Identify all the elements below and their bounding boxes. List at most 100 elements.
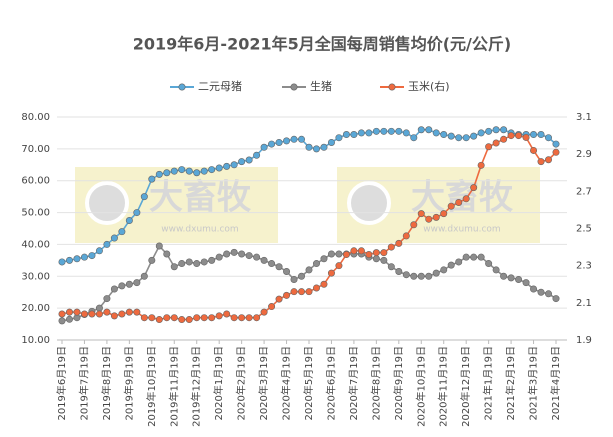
point (170, 167, 178, 175)
point (425, 215, 433, 223)
x-tick-label: 2020年7月19日 (347, 346, 360, 421)
point (223, 162, 231, 170)
point (95, 247, 103, 255)
point (552, 295, 560, 303)
y-tick-label: 40.00 (21, 239, 50, 250)
point (402, 129, 410, 137)
point (515, 275, 523, 283)
point (193, 169, 201, 177)
point (312, 260, 320, 268)
point (447, 202, 455, 210)
point (275, 263, 283, 271)
point (477, 253, 485, 261)
point (305, 266, 313, 274)
point (387, 127, 395, 135)
point (133, 279, 141, 287)
point (125, 217, 133, 225)
point (470, 253, 478, 261)
legend-marker (290, 83, 298, 91)
point (110, 234, 118, 242)
point (163, 250, 171, 258)
point (215, 253, 223, 261)
point (238, 158, 246, 166)
point (110, 285, 118, 293)
point (305, 143, 313, 151)
point (65, 308, 73, 316)
point (485, 127, 493, 135)
point (410, 134, 418, 142)
point (230, 314, 238, 322)
point (447, 132, 455, 140)
point (275, 295, 283, 303)
point (260, 308, 268, 316)
point (58, 258, 66, 266)
point (395, 268, 403, 276)
point (200, 167, 208, 175)
point (372, 249, 380, 257)
point (500, 126, 508, 134)
point (387, 243, 395, 251)
x-tick-label: 2019年10月19日 (145, 346, 158, 427)
point (455, 198, 463, 206)
point (170, 314, 178, 322)
point (380, 256, 388, 264)
point (500, 135, 508, 143)
point (312, 145, 320, 153)
point (530, 285, 538, 293)
point (305, 288, 313, 296)
x-tick-label: 2020年8月19日 (369, 346, 382, 421)
point (552, 140, 560, 148)
x-tick-label: 2020年12月19日 (459, 346, 472, 427)
point (118, 228, 126, 236)
point (335, 134, 343, 142)
point (88, 252, 96, 260)
point (357, 129, 365, 137)
point (440, 266, 448, 274)
point (477, 129, 485, 137)
point (200, 258, 208, 266)
x-tick-label: 2020年10月19日 (414, 346, 427, 427)
point (245, 252, 253, 260)
point (103, 295, 111, 303)
watermark-text: 大畜牧 (149, 178, 252, 218)
point (290, 135, 298, 143)
point (133, 308, 141, 316)
point (462, 195, 470, 203)
point (335, 250, 343, 258)
point (215, 312, 223, 320)
point (208, 314, 216, 322)
point (163, 169, 171, 177)
point (155, 170, 163, 178)
point (402, 271, 410, 279)
y2-tick-label: 2.9 (576, 149, 592, 160)
point (73, 255, 81, 263)
point (522, 133, 530, 141)
point (447, 261, 455, 269)
y2-tick-label: 3.1 (576, 112, 592, 123)
watermark-url: www.dxumu.com (423, 225, 500, 235)
point (118, 282, 126, 290)
point (125, 308, 133, 316)
point (65, 315, 73, 323)
x-tick-label: 2021年2月19日 (504, 346, 517, 421)
point (372, 255, 380, 263)
y2-tick-label: 2.7 (576, 186, 592, 197)
point (455, 258, 463, 266)
y-tick-label: 10.00 (21, 335, 50, 346)
point (327, 250, 335, 258)
y-tick-label: 80.00 (21, 112, 50, 123)
point (432, 129, 440, 137)
point (245, 314, 253, 322)
point (238, 314, 246, 322)
point (462, 253, 470, 261)
point (140, 314, 148, 322)
point (515, 132, 523, 140)
point (208, 256, 216, 264)
point (268, 260, 276, 268)
point (58, 317, 66, 325)
point (410, 221, 418, 229)
x-tick-label: 2019年11月19日 (167, 346, 180, 427)
point (350, 247, 358, 255)
legend-label: 生猪 (310, 79, 332, 93)
point (552, 148, 560, 156)
